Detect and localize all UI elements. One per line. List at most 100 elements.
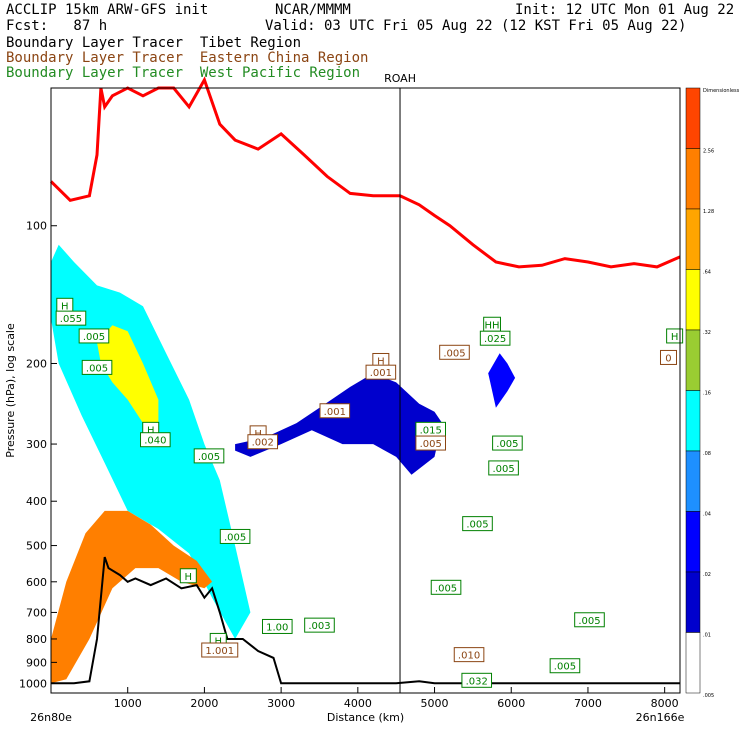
annotation-text: .003 (308, 621, 330, 632)
legend-eastern-china: Boundary Layer Tracer Eastern China Regi… (6, 50, 369, 66)
annotation-text: H (147, 425, 155, 436)
y-tick-label: 600 (26, 576, 47, 589)
init-time: Init: 12 UTC Mon 01 Aug 22 (515, 2, 735, 18)
annotation-text: .040 (144, 436, 166, 447)
colorbar-segment (685, 390, 701, 452)
colorbar-segment (685, 269, 701, 331)
contour-annotation: .005 (492, 435, 523, 451)
annotation-text: H (61, 301, 69, 312)
annotation-box (415, 435, 447, 451)
annotation-box (179, 568, 197, 584)
annotation-box (201, 642, 239, 658)
y-tick-label: 900 (26, 656, 47, 669)
annotation-box (549, 658, 581, 674)
contour-annotation: H (666, 328, 684, 344)
annotation-text: HH (485, 320, 500, 331)
y-tick-label: 300 (26, 438, 47, 451)
center-label: NCAR/MMMM (275, 2, 351, 18)
x-tick-label: 8000 (651, 697, 679, 710)
colorbar-level-label: .64 (703, 270, 711, 276)
model-title: ACCLIP 15km ARW-GFS init (6, 2, 209, 18)
colorbar-segment (685, 632, 701, 694)
annotation-box (462, 516, 493, 532)
annotation-layer: H.055.005.005H.040.005H.002.001H.001.005… (55, 297, 684, 688)
axis-ticks: 1000 2000 3000 4000 5000 6000 7000 800010020030… (4, 220, 685, 724)
colorbar-level-label: .01 (703, 633, 711, 639)
contour-annotation: .005 (574, 612, 605, 628)
x-tick-label: 5000 (421, 697, 449, 710)
legend-tibet: Boundary Layer Tracer Tibet Region (6, 35, 302, 51)
tropopause-line (49, 76, 681, 269)
contour-annotation: 1.001 (201, 642, 239, 658)
annotation-text: .025 (484, 334, 506, 345)
contour-annotation: .005 (488, 460, 519, 476)
contour-annotation: .005 (78, 328, 110, 344)
contour-annotation: H (179, 568, 197, 584)
annotation-text: .005 (492, 464, 514, 475)
marker-label: ROAH (384, 72, 416, 85)
x-tick-label: 1000 (114, 697, 142, 710)
colorbar-level-label: 2.56 (703, 149, 714, 155)
annotation-text: .032 (466, 676, 488, 687)
contour-annotation: .005 (430, 579, 462, 595)
contour-annotation: .001 (365, 364, 397, 380)
shaded-mid-plume (235, 373, 443, 475)
annotation-text: .005 (554, 662, 576, 673)
annotation-box (319, 403, 351, 419)
annotation-box (219, 528, 251, 544)
annotation-text: .005 (466, 520, 488, 531)
colorbar-level-label: .16 (703, 391, 711, 397)
shaded-west-pacific-core (488, 353, 516, 408)
contour-annotation: .005 (462, 516, 493, 532)
annotation-box (488, 460, 519, 476)
legend-west-pacific: Boundary Layer Tracer West Pacific Regio… (6, 65, 361, 81)
annotation-text: .005 (83, 332, 105, 343)
annotation-text: .015 (420, 425, 442, 436)
y-axis-title: Pressure (hPa), log scale (4, 323, 17, 458)
annotation-box (479, 330, 511, 346)
annotation-box (78, 328, 110, 344)
section-end-label: 26n166e (636, 711, 685, 724)
x-axis-title: Distance (km) (327, 711, 404, 724)
y-tick-label: 800 (26, 633, 47, 646)
contour-annotation: .025 (479, 330, 511, 346)
colorbar-segment (685, 329, 701, 391)
y-tick-label: 700 (26, 606, 47, 619)
x-tick-label: 7000 (574, 697, 602, 710)
colorbar-level-label: .005 (703, 693, 714, 699)
annotation-text: .005 (435, 583, 457, 594)
shaded-low-plume (51, 510, 213, 684)
annotation-box (261, 618, 293, 634)
x-tick-label: 4000 (344, 697, 372, 710)
contour-annotation: .010 (453, 647, 485, 663)
annotation-box (492, 435, 523, 451)
contour-layer: ROAH (49, 72, 681, 693)
contour-annotation: .002 (247, 434, 279, 450)
contour-annotation: 1.00 (261, 618, 293, 634)
contour-annotation: 0 (659, 349, 677, 365)
annotation-box (247, 434, 279, 450)
shaded-yellow-core (97, 325, 159, 431)
valid-time: Valid: 03 UTC Fri 05 Aug 22 (12 KST Fri … (265, 18, 687, 34)
contour-annotation: .005 (219, 528, 251, 544)
contour-annotation: .055 (55, 310, 87, 326)
annotation-text: 1.00 (266, 622, 288, 633)
contour-annotation: .032 (461, 672, 493, 688)
annotation-box (666, 328, 684, 344)
annotation-box (365, 364, 397, 380)
x-tick-label: 3000 (267, 697, 295, 710)
annotation-text: .002 (252, 438, 274, 449)
x-tick-label: 2000 (190, 697, 218, 710)
y-tick-label: 100 (26, 220, 47, 233)
annotation-text: .005 (420, 439, 442, 450)
contour-annotation: .040 (140, 432, 171, 448)
colorbar-segment (685, 87, 701, 149)
annotation-box (304, 617, 335, 633)
annotation-text: .001 (324, 407, 346, 418)
colorbar-segment (685, 450, 701, 512)
colorbar-level-label: .32 (703, 330, 711, 336)
annotation-box (439, 344, 470, 360)
annotation-text: 1.001 (205, 646, 234, 657)
y-tick-label: 400 (26, 495, 47, 508)
shaded-region-layer (51, 244, 516, 684)
